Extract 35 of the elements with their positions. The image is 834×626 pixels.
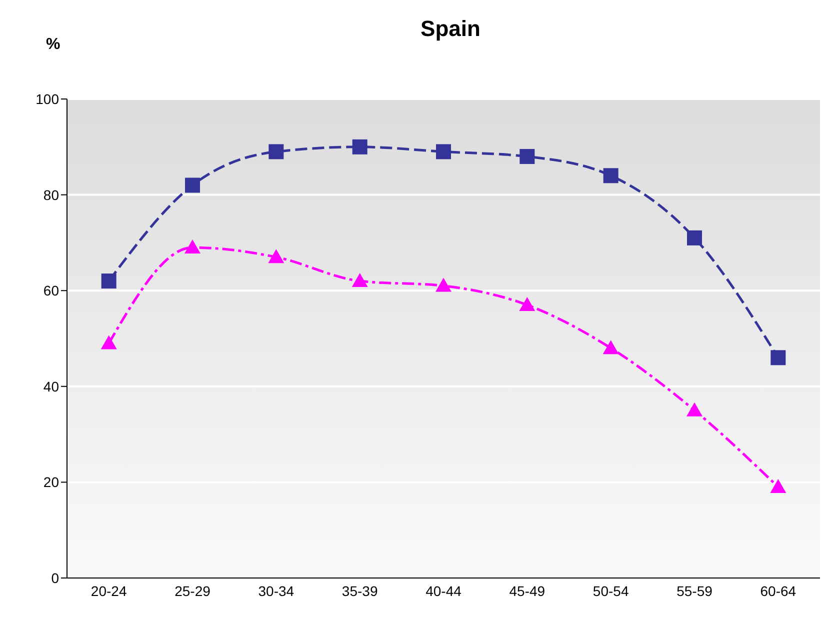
- y-tick-label: 20: [43, 474, 60, 490]
- x-tick-label: 60-64: [760, 582, 796, 599]
- point: [436, 278, 452, 292]
- point: [184, 239, 200, 254]
- y-tick-label: 0: [51, 570, 60, 586]
- point: [436, 144, 451, 160]
- point: [100, 335, 117, 350]
- point: [268, 144, 284, 160]
- point: [101, 274, 116, 289]
- x-tick-label: 20-24: [90, 582, 127, 599]
- y-tick-label: 80: [43, 186, 60, 203]
- point: [603, 168, 618, 184]
- x-tick-label: 45-49: [509, 582, 546, 599]
- point: [352, 273, 368, 288]
- point: [687, 230, 702, 246]
- point: [770, 350, 786, 366]
- y-tick-label: 60: [43, 282, 60, 299]
- y-axis-title: %: [46, 36, 60, 54]
- y-tick-label: 40: [43, 378, 60, 394]
- x-tick-label: 50-54: [592, 582, 629, 599]
- x-tick-label: 40-44: [426, 582, 462, 599]
- x-tick-label: 30-34: [258, 582, 294, 599]
- point: [519, 296, 536, 311]
- point: [686, 402, 702, 416]
- point: [268, 249, 284, 264]
- point: [185, 178, 200, 193]
- point: [602, 340, 619, 354]
- chart-title: Spain: [420, 16, 482, 42]
- y-tick-label: 100: [36, 90, 60, 107]
- x-tick-label: 35-39: [342, 582, 378, 599]
- x-tick-label: 55-59: [676, 582, 713, 599]
- x-tick-label: 25-29: [174, 582, 211, 599]
- point: [352, 139, 368, 154]
- point: [520, 148, 535, 164]
- point: [770, 478, 786, 493]
